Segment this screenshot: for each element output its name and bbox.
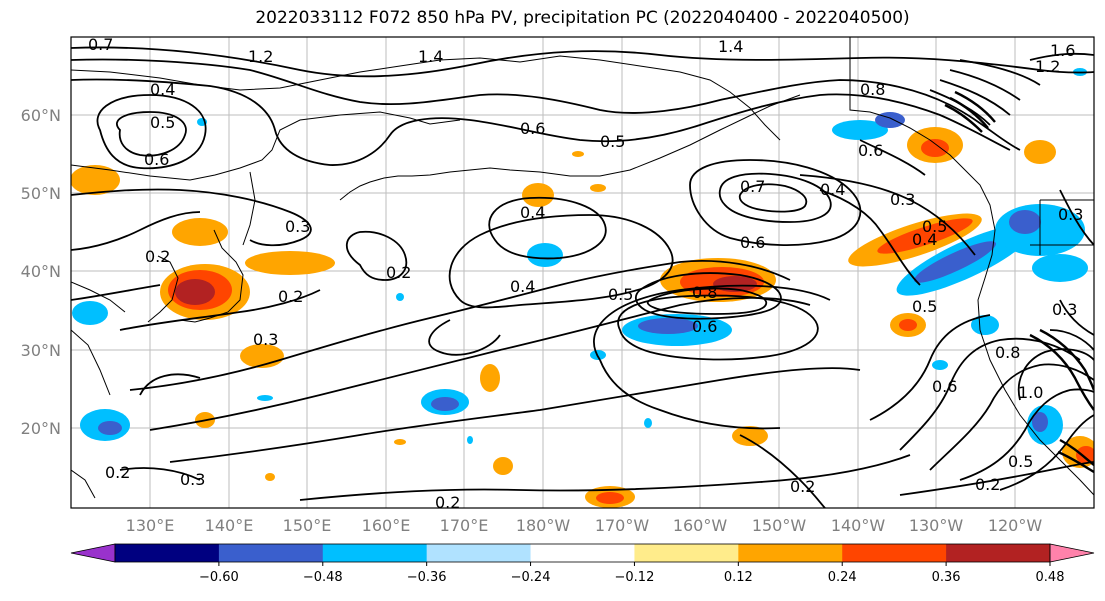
map-title: 2022033112 F072 850 hPa PV, precipitatio…	[255, 8, 910, 28]
lat-label: 30°N	[21, 341, 61, 360]
colorbar-extend-min	[70, 543, 116, 563]
lon-label: 150°E	[283, 516, 332, 535]
contour-label: 0.2	[975, 475, 1000, 494]
contour-label: 0.3	[180, 470, 205, 489]
colorbar-segment	[115, 544, 220, 562]
map-frame	[70, 36, 1095, 509]
colorbar-segment	[634, 544, 739, 562]
contour-label: 1.4	[418, 47, 443, 66]
lon-label: 160°W	[673, 516, 728, 535]
contour-label: 0.6	[520, 119, 545, 138]
contour-label: 1.2	[248, 47, 273, 66]
lon-label: 130°E	[126, 516, 175, 535]
colorbar-tick-label: 0.36	[932, 570, 961, 585]
colorbar-tick-label: −0.12	[615, 570, 655, 585]
contour-label: 0.5	[912, 297, 937, 316]
lat-label: 20°N	[21, 419, 61, 438]
contour-label: 0.6	[692, 317, 717, 336]
lon-label: 140°E	[205, 516, 254, 535]
contour-label: 0.2	[435, 493, 460, 512]
pv-contours	[71, 46, 1094, 508]
contour-label: 0.6	[740, 233, 765, 252]
contour-label: 0.4	[912, 230, 937, 249]
colorbar: −0.60 −0.48 −0.36 −0.24 −0.12 0.12 0.24 0.36 0.4…	[70, 543, 1095, 585]
contour-label: 0.2	[278, 287, 303, 306]
contour-label: 0.4	[520, 203, 545, 222]
lon-label: 140°W	[831, 516, 886, 535]
contour-label: 0.2	[145, 247, 170, 266]
lat-label: 60°N	[21, 106, 61, 125]
contour-label: 0.2	[790, 477, 815, 496]
lon-label: 120°W	[988, 516, 1043, 535]
contour-label: 0.8	[995, 343, 1020, 362]
colorbar-tick-label: −0.36	[407, 570, 447, 585]
colorbar-tick-label: 0.24	[828, 570, 857, 585]
colorbar-segment	[322, 544, 428, 562]
lon-label: 170°E	[440, 516, 489, 535]
lon-label: 130°W	[909, 516, 964, 535]
contour-label: 0.8	[860, 80, 885, 99]
contour-label: 1.2	[1035, 57, 1060, 76]
lat-label: 50°N	[21, 184, 61, 203]
pv-contours-dense	[944, 90, 1094, 474]
colorbar-tick-label: −0.60	[199, 570, 239, 585]
contour-label: 1.6	[1050, 41, 1075, 60]
lon-label: 150°W	[752, 516, 807, 535]
precip-negative-shading	[72, 68, 1088, 445]
contour-label: 0.6	[932, 377, 957, 396]
contour-label: 0.7	[740, 177, 765, 196]
contour-label: 0.5	[600, 132, 625, 151]
colorbar-tick-label: −0.24	[511, 570, 551, 585]
contour-label: 0.3	[285, 217, 310, 236]
colorbar-segment	[842, 544, 947, 562]
colorbar-tick-label: 0.48	[1036, 570, 1065, 585]
lon-label: 170°W	[595, 516, 650, 535]
contour-label: 0.4	[150, 80, 175, 99]
colorbar-extend-max	[1049, 543, 1095, 563]
contour-label: 0.4	[820, 180, 845, 199]
contour-label: 0.6	[144, 150, 169, 169]
colorbar-segment	[426, 544, 532, 562]
lat-label: 40°N	[21, 262, 61, 281]
contour-label: 0.3	[253, 330, 278, 349]
lon-label: 160°E	[362, 516, 411, 535]
contour-label: 0.6	[858, 141, 883, 160]
colorbar-segment	[738, 544, 843, 562]
latitude-labels: 60°N 50°N 40°N 30°N 20°N	[21, 106, 61, 438]
contour-label: 0.4	[510, 277, 535, 296]
contour-label: 1.0	[1018, 383, 1043, 402]
contour-label: 0.5	[608, 285, 633, 304]
colorbar-segment	[946, 544, 1051, 562]
colorbar-segment	[218, 544, 324, 562]
contour-label: 0.2	[386, 263, 411, 282]
contour-label: 0.5	[922, 217, 947, 236]
contour-label: 0.7	[88, 35, 113, 54]
colorbar-segment	[530, 544, 635, 562]
contour-label: 0.5	[1008, 452, 1033, 471]
contour-label: 0.5	[150, 113, 175, 132]
colorbar-tick-label: −0.48	[303, 570, 343, 585]
colorbar-tick-label: 0.12	[724, 570, 753, 585]
contour-label: 0.3	[1052, 300, 1077, 319]
contour-labels: 0.7 1.2 1.4 1.4 1.2 1.6 0.4 0.5 0.6 0.6 …	[88, 35, 1083, 512]
contour-label: 0.8	[692, 283, 717, 302]
contour-label: 0.3	[1058, 205, 1083, 224]
contour-label: 0.3	[890, 190, 915, 209]
longitude-labels: 130°E 140°E 150°E 160°E 170°E 180°W 170°…	[126, 516, 1043, 535]
colorbar-border	[114, 543, 1051, 563]
contour-label: 0.2	[105, 463, 130, 482]
contour-label: 1.4	[718, 37, 743, 56]
lon-label: 180°W	[516, 516, 571, 535]
